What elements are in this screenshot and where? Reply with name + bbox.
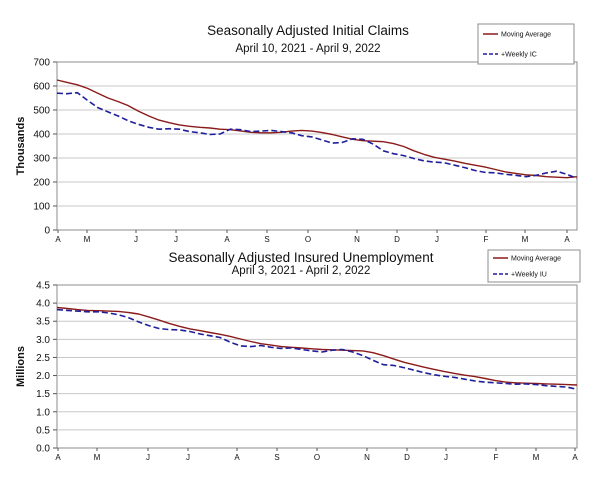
chart2-xtick-label: O: [314, 453, 320, 462]
chart1-xtick-label: S: [264, 235, 269, 244]
chart2-xtick-label: J: [444, 453, 448, 462]
chart1-title: Seasonally Adjusted Initial Claims: [207, 23, 409, 38]
chart2-title: Seasonally Adjusted Insured Unemployment: [169, 250, 434, 265]
chart2-legend-box: [487, 249, 581, 283]
chart1-xtick-label: J: [134, 235, 138, 244]
chart2-ytick-label: 1.0: [36, 407, 50, 418]
chart1-ytick-label: 500: [33, 106, 50, 117]
chart1-ytick-label: 0: [44, 226, 50, 237]
chart2-xtick-label: M: [94, 453, 101, 462]
chart2-xtick-label: F: [494, 453, 499, 462]
chart2-plot-area: [56, 284, 578, 449]
chart1-ylabel: Thousands: [15, 117, 27, 176]
chart1-legend-box: [477, 23, 575, 65]
chart2-ytick-label: 0.5: [36, 425, 50, 436]
chart1-xtick-label: J: [174, 235, 178, 244]
chart1-ytick-label: 400: [33, 130, 50, 141]
chart2-xtick-label: J: [146, 453, 150, 462]
chart2-subtitle: April 3, 2021 - April 2, 2022: [232, 265, 371, 277]
chart2-ytick-label: 3.5: [36, 317, 50, 328]
chart2-series-moving-average-line: [56, 306, 578, 386]
chart2-ytick-label: 3.0: [36, 335, 50, 346]
chart1-xtick-label: D: [394, 235, 400, 244]
chart1-xtick-label: N: [354, 235, 360, 244]
chart2-ytick-label: 4.0: [36, 299, 50, 310]
chart2-legend-label: Moving Average: [511, 256, 561, 263]
chart1-ytick-label: 300: [33, 154, 50, 165]
chart2-ytick-label: 1.5: [36, 389, 50, 400]
chart2-xtick-label: N: [364, 453, 370, 462]
chart2-legend-label: +Weekly IU: [511, 272, 547, 279]
chart1-xtick-label: M: [522, 235, 529, 244]
chart2-ytick-label: 4.5: [36, 281, 50, 292]
chart2-xtick-label: A: [234, 453, 240, 462]
chart1-ytick-label: 700: [33, 58, 50, 69]
chart1-subtitle: April 10, 2021 - April 9, 2022: [235, 43, 380, 55]
chart2-xtick-label: M: [533, 453, 540, 462]
chart2-ytick-label: 2.0: [36, 371, 50, 382]
chart2-xtick-label: S: [274, 453, 279, 462]
chart2-xtick-label: J: [186, 453, 190, 462]
chart1-xtick-label: A: [55, 235, 61, 244]
chart1-xtick-label: O: [305, 235, 311, 244]
chart2-series-weekly-line: [56, 308, 578, 391]
chart1-xtick-label: A: [564, 235, 570, 244]
chart1-xtick-label: F: [484, 235, 489, 244]
chart1-xtick-label: A: [224, 235, 230, 244]
chart1-series-moving-average-line: [56, 79, 578, 179]
chart1-ytick-label: 600: [33, 82, 50, 93]
chart1-plot-area: [56, 61, 578, 231]
chart2-xtick-label: A: [572, 453, 578, 462]
chart1-legend-label: +Weekly IC: [501, 52, 537, 59]
chart1-ytick-label: 200: [33, 178, 50, 189]
chart2-xtick-label: A: [55, 453, 61, 462]
chart2-ytick-label: 2.5: [36, 353, 50, 364]
chart1-legend-label: Moving Average: [501, 32, 551, 39]
chart1-xtick-label: M: [84, 235, 91, 244]
chart1-ytick-label: 100: [33, 202, 50, 213]
chart1-xtick-label: J: [435, 235, 439, 244]
chart2-ylabel: Millions: [15, 346, 27, 387]
chart2-ytick-label: 0.0: [36, 444, 50, 455]
chart2-xtick-label: D: [404, 453, 410, 462]
chart1-series-weekly-line: [56, 91, 578, 180]
